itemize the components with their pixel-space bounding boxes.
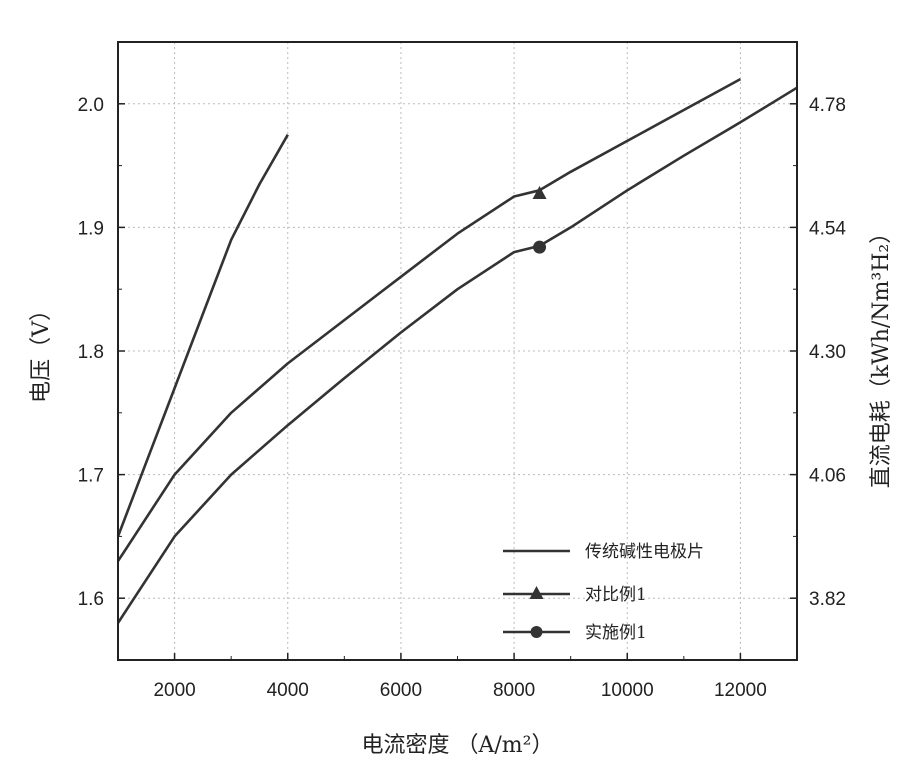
series-line-2 (116, 86, 798, 624)
x-tick-label: 8000 (493, 680, 535, 701)
y2-tick-label: 3.82 (809, 589, 846, 610)
y-tick-label: 1.9 (78, 218, 104, 239)
triangle-marker (532, 186, 547, 200)
y-tick-label: 1.8 (78, 342, 104, 363)
series-line-0 (116, 134, 289, 537)
legend-label-0: 传统碱性电极片 (585, 542, 704, 562)
y2-tick-label: 4.06 (809, 466, 846, 487)
y2-tick-label: 4.54 (809, 218, 846, 239)
y2-axis-title: 直流电耗（kWh/Nm³H₂） (869, 222, 894, 488)
legend-triangle-marker (529, 586, 544, 599)
legend-label-2: 实施例1 (585, 623, 647, 643)
y2-tick-label: 4.30 (809, 342, 846, 363)
series-line-1 (116, 77, 742, 562)
y-tick-label: 1.6 (78, 589, 104, 610)
y-tick-label: 1.7 (78, 466, 104, 487)
circle-marker (533, 240, 547, 254)
legend-label-1: 对比例1 (585, 585, 647, 605)
legend-circle-marker (530, 626, 543, 638)
y2-tick-label: 4.78 (809, 95, 846, 116)
y-tick-label: 2.0 (78, 95, 104, 116)
series-layer (116, 77, 798, 624)
grid-layer (118, 42, 797, 660)
x-tick-label: 4000 (267, 680, 309, 701)
x-tick-label: 6000 (380, 680, 422, 701)
y-axis-title: 电压（V） (29, 299, 54, 403)
x-axis-title: 电流密度 （A/m²） (362, 733, 554, 758)
x-tick-label: 12000 (714, 680, 767, 701)
x-tick-label: 2000 (153, 680, 195, 701)
x-tick-label: 10000 (601, 680, 654, 701)
tick-layer: 2000 4000 6000 8000 10000 12000 1.6 1.7 1.8 1.9 2.… (78, 41, 846, 701)
